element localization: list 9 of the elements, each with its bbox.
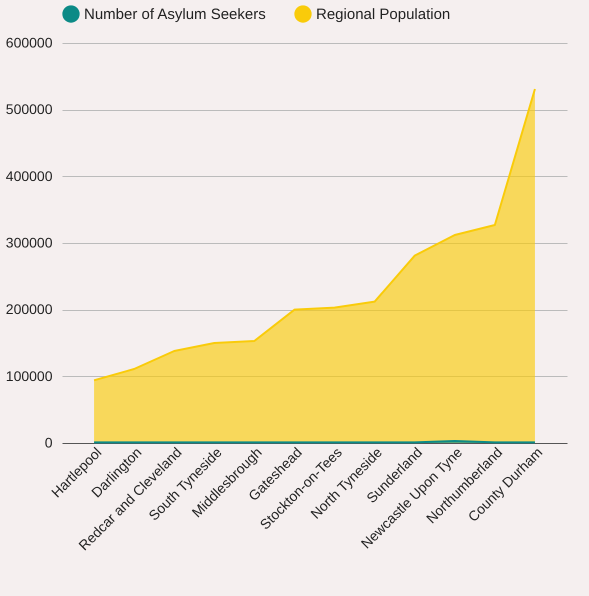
legend-label: Number of Asylum Seekers [84,6,266,24]
y-tick-label: 100000 [6,368,53,384]
y-tick-label: 500000 [6,101,53,118]
legend-label: Regional Population [316,6,450,24]
y-tick-label: 0 [44,434,53,450]
y-tick-label: 200000 [6,301,53,318]
y-tick-label: 300000 [6,234,53,250]
y-tick-label: 600000 [6,34,53,50]
y-tick-label: 400000 [6,168,53,184]
